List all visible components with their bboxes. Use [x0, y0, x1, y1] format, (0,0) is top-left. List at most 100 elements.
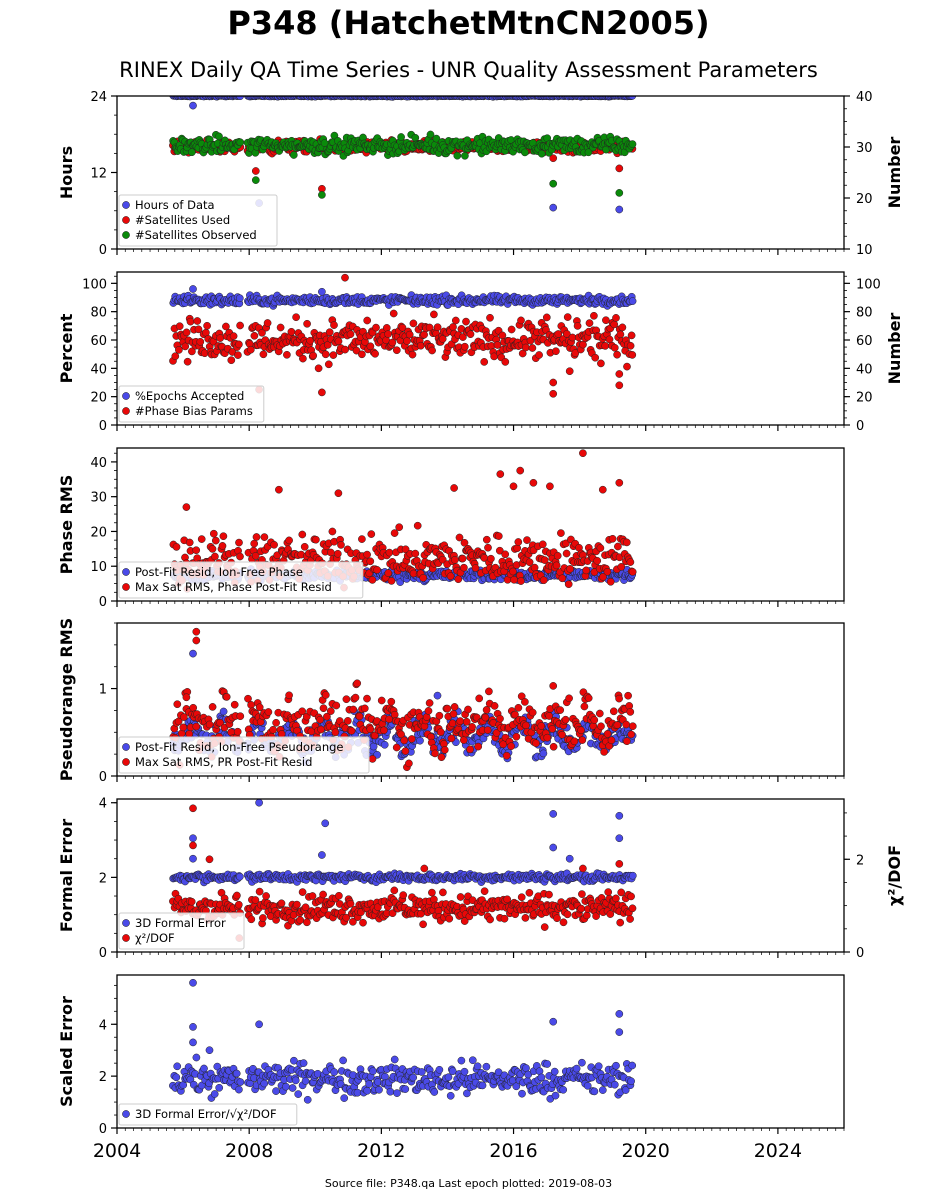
- data-point: [235, 294, 244, 303]
- data-point: [495, 546, 504, 555]
- data-point: [462, 717, 471, 726]
- data-point: [193, 317, 202, 325]
- data-point: [229, 332, 238, 340]
- data-point: [464, 705, 472, 714]
- data-point: [437, 753, 446, 762]
- data-point: [466, 330, 475, 339]
- data-point: [216, 334, 225, 342]
- data-point: [517, 316, 525, 325]
- data-point: [558, 574, 567, 583]
- data-point: [317, 725, 325, 734]
- data-point: [363, 550, 371, 559]
- data-point: [353, 679, 362, 688]
- data-point: [606, 577, 615, 586]
- data-point: [561, 715, 570, 724]
- data-point: [285, 536, 293, 545]
- data-point: [522, 721, 530, 730]
- y2-axis-title: Number: [885, 313, 904, 385]
- data-point: [179, 723, 188, 732]
- series-blue-0: [169, 799, 637, 887]
- data-point: [403, 337, 411, 345]
- data-point: [341, 345, 349, 354]
- data-point: [459, 736, 468, 744]
- outlier-point: [318, 388, 326, 397]
- data-point: [624, 691, 632, 700]
- data-point: [182, 328, 191, 337]
- data-point: [618, 323, 627, 332]
- outlier-point: [546, 482, 554, 491]
- y-tick-label: 40: [90, 362, 107, 377]
- data-point: [507, 325, 516, 334]
- series-blue-0: [169, 285, 637, 310]
- data-point: [539, 749, 548, 758]
- data-point: [577, 726, 585, 735]
- data-point: [521, 148, 529, 157]
- data-point: [405, 759, 413, 768]
- data-point: [512, 732, 521, 741]
- data-point: [325, 328, 334, 337]
- data-point: [552, 347, 560, 356]
- series-green-2: [169, 130, 637, 199]
- data-point: [597, 722, 605, 731]
- data-point: [433, 323, 442, 332]
- data-point: [397, 133, 405, 141]
- data-point: [390, 529, 399, 537]
- outlier-point: [549, 154, 558, 163]
- data-point: [507, 742, 515, 751]
- legend-marker: [122, 392, 130, 400]
- data-point: [615, 694, 623, 703]
- data-point: [187, 897, 196, 906]
- y2-tick-label: 0: [856, 419, 864, 434]
- y-tick-label: 10: [90, 560, 107, 575]
- data-point: [194, 325, 203, 334]
- data-point: [459, 333, 467, 341]
- data-point: [600, 748, 608, 756]
- legend-label: %Epochs Accepted: [135, 389, 244, 403]
- data-point: [398, 323, 407, 332]
- data-point: [292, 313, 300, 322]
- y-axis-title: Phase RMS: [57, 475, 76, 575]
- data-point: [482, 535, 491, 544]
- outlier-point: [529, 478, 538, 487]
- data-point: [250, 331, 259, 340]
- data-point: [258, 328, 266, 337]
- data-point: [599, 573, 607, 581]
- data-point: [591, 353, 600, 362]
- data-point: [537, 149, 546, 158]
- data-point: [346, 899, 355, 908]
- data-point: [509, 567, 517, 576]
- y2-axis-title: Number: [885, 137, 904, 209]
- outlier-point: [189, 649, 197, 658]
- data-point: [424, 707, 433, 715]
- data-point: [537, 722, 546, 730]
- data-point: [285, 691, 293, 700]
- y-tick-label: 0: [99, 595, 107, 610]
- outlier-point: [275, 485, 283, 494]
- data-point: [400, 736, 409, 745]
- data-point: [439, 888, 447, 897]
- data-point: [316, 715, 324, 724]
- data-point: [388, 338, 397, 347]
- data-point: [309, 351, 318, 360]
- data-point: [259, 350, 268, 359]
- panel-2-points: [169, 273, 637, 398]
- data-point: [329, 351, 338, 359]
- data-point: [208, 545, 217, 553]
- data-point: [366, 342, 375, 351]
- data-point: [372, 323, 380, 332]
- data-point: [532, 739, 540, 748]
- data-point: [359, 918, 367, 927]
- data-point: [628, 722, 637, 731]
- data-point: [298, 888, 307, 896]
- data-point: [409, 319, 418, 328]
- data-point: [235, 872, 244, 881]
- data-point: [368, 755, 377, 763]
- outlier-point: [615, 478, 624, 487]
- legend-box: [118, 561, 364, 599]
- data-point: [597, 359, 605, 368]
- data-point: [337, 541, 345, 549]
- data-point: [483, 726, 492, 734]
- data-point: [502, 751, 511, 760]
